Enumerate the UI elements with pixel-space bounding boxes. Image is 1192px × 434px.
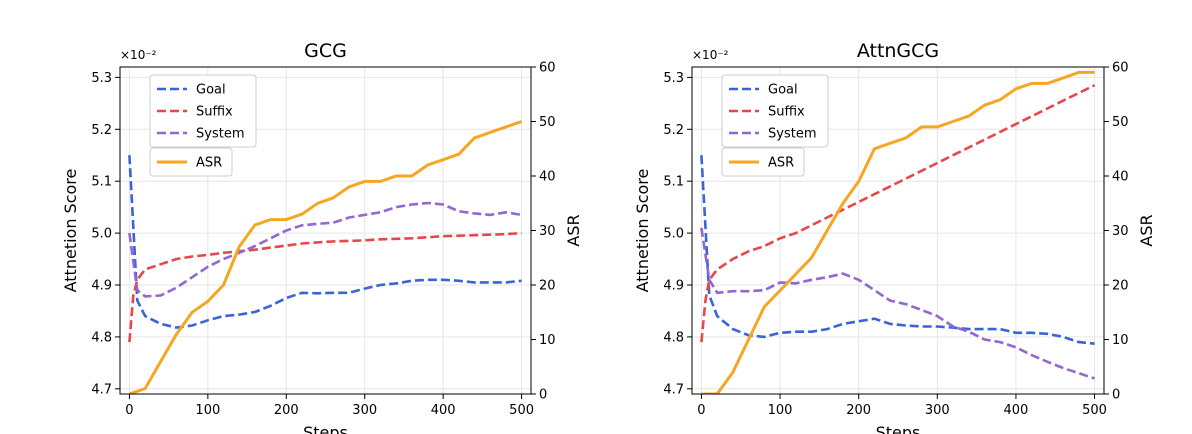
x-tick-label: 100 [768,403,793,418]
y2-tick-label: 50 [539,115,556,130]
y-ticks: 4.7 4.8 4.9 5.0 5.1 5.2 5.3 [663,71,692,397]
y-tick-label: 5.2 [663,123,684,138]
legend-label-asr: ASR [768,156,794,171]
chart-title: AttnGCG [857,40,939,62]
y2-ticks: 0 10 20 30 40 50 60 [531,61,556,403]
y-tick-label: 5.0 [663,227,684,242]
legend-frame [149,74,257,148]
series-line-goal [700,155,1095,345]
y2-tick-label: 10 [1112,333,1129,348]
y2-tick-label: 20 [1112,279,1129,294]
y2-tick-label: 60 [1112,61,1129,76]
y-tick-label: 4.7 [663,382,684,397]
y-axis-title: Attnetion Score [61,169,80,293]
y-ticks: 4.7 4.8 4.9 5.0 5.1 5.2 5.3 [91,71,120,397]
x-ticks: 0 100 200 300 400 500 [697,394,1107,418]
legend-label-system: System [196,127,244,142]
x-tick-label: 200 [846,403,871,418]
y-tick-label: 5.1 [91,175,112,190]
legend-attention: Goal Suffix System [149,74,257,148]
x-tick-label: 100 [195,403,220,418]
y2-tick-label: 50 [1112,115,1129,130]
y2-tick-label: 40 [1112,170,1129,185]
x-tick-label: 300 [352,403,377,418]
y-tick-label: 5.0 [91,227,112,242]
x-tick-label: 400 [1004,403,1029,418]
x-tick-label: 0 [697,403,705,418]
y2-tick-label: 40 [539,170,556,185]
legend-label-suffix: Suffix [768,105,805,120]
y-tick-label: 4.7 [91,382,112,397]
legend-frame [721,147,805,177]
series-line-asr [128,120,523,394]
y-tick-label: 5.1 [663,175,684,190]
x-axis-title: Steps [303,423,348,434]
legend-attention: Goal Suffix System [721,74,829,148]
chart-title: GCG [304,40,347,62]
y-multiplier: ×10⁻² [692,48,729,62]
x-axis-title: Steps [876,423,921,434]
x-ticks: 0 100 200 300 400 500 [125,394,534,418]
legend-asr: ASR [149,147,233,177]
y-tick-label: 5.2 [91,123,112,138]
y-tick-label: 4.8 [663,330,684,345]
series-lines [700,70,1096,394]
x-tick-label: 300 [925,403,950,418]
series-lines [128,120,523,394]
x-tick-label: 0 [125,403,133,418]
x-tick-label: 400 [431,403,456,418]
series-line-suffix [700,84,1096,343]
x-tick-label: 200 [274,403,299,418]
y-tick-label: 4.8 [91,330,112,345]
y2-ticks: 0 10 20 30 40 50 60 [1104,61,1129,403]
series-line-system [700,227,1096,380]
series-line-asr [701,70,1095,394]
series-line-suffix [128,231,522,343]
x-tick-label: 500 [509,403,534,418]
y2-axis-title: ASR [1137,214,1156,246]
legend-label-system: System [768,127,816,142]
y2-tick-label: 30 [539,224,556,239]
y2-tick-label: 0 [539,388,547,403]
y-tick-label: 4.9 [663,279,684,294]
chart-0: 0 100 200 300 400 500 4.7 4.8 4.9 5.0 5.1 5.2 5.3 0 10… [61,40,583,434]
y-multiplier: ×10⁻² [120,48,157,62]
y-axis-title: Attnetion Score [633,169,652,293]
y-tick-label: 4.9 [91,279,112,294]
legend-label-goal: Goal [196,83,226,98]
y2-tick-label: 20 [539,279,556,294]
y-tick-label: 5.3 [91,71,112,86]
x-tick-label: 500 [1082,403,1107,418]
legend-label-asr: ASR [196,156,222,171]
y2-tick-label: 0 [1112,388,1120,403]
y2-tick-label: 60 [539,61,556,76]
legend-label-goal: Goal [768,83,798,98]
legend-label-suffix: Suffix [196,105,233,120]
y2-axis-title: ASR [564,214,583,246]
series-line-system [128,201,522,298]
y2-tick-label: 10 [539,333,556,348]
legend-frame [149,147,233,177]
chart-1: 0 100 200 300 400 500 4.7 4.8 4.9 5.0 5.1 5.2 5.3 0 10… [633,40,1156,434]
legend-asr: ASR [721,147,805,177]
y2-tick-label: 30 [1112,224,1129,239]
legend-frame [721,74,829,148]
y-tick-label: 5.3 [663,71,684,86]
